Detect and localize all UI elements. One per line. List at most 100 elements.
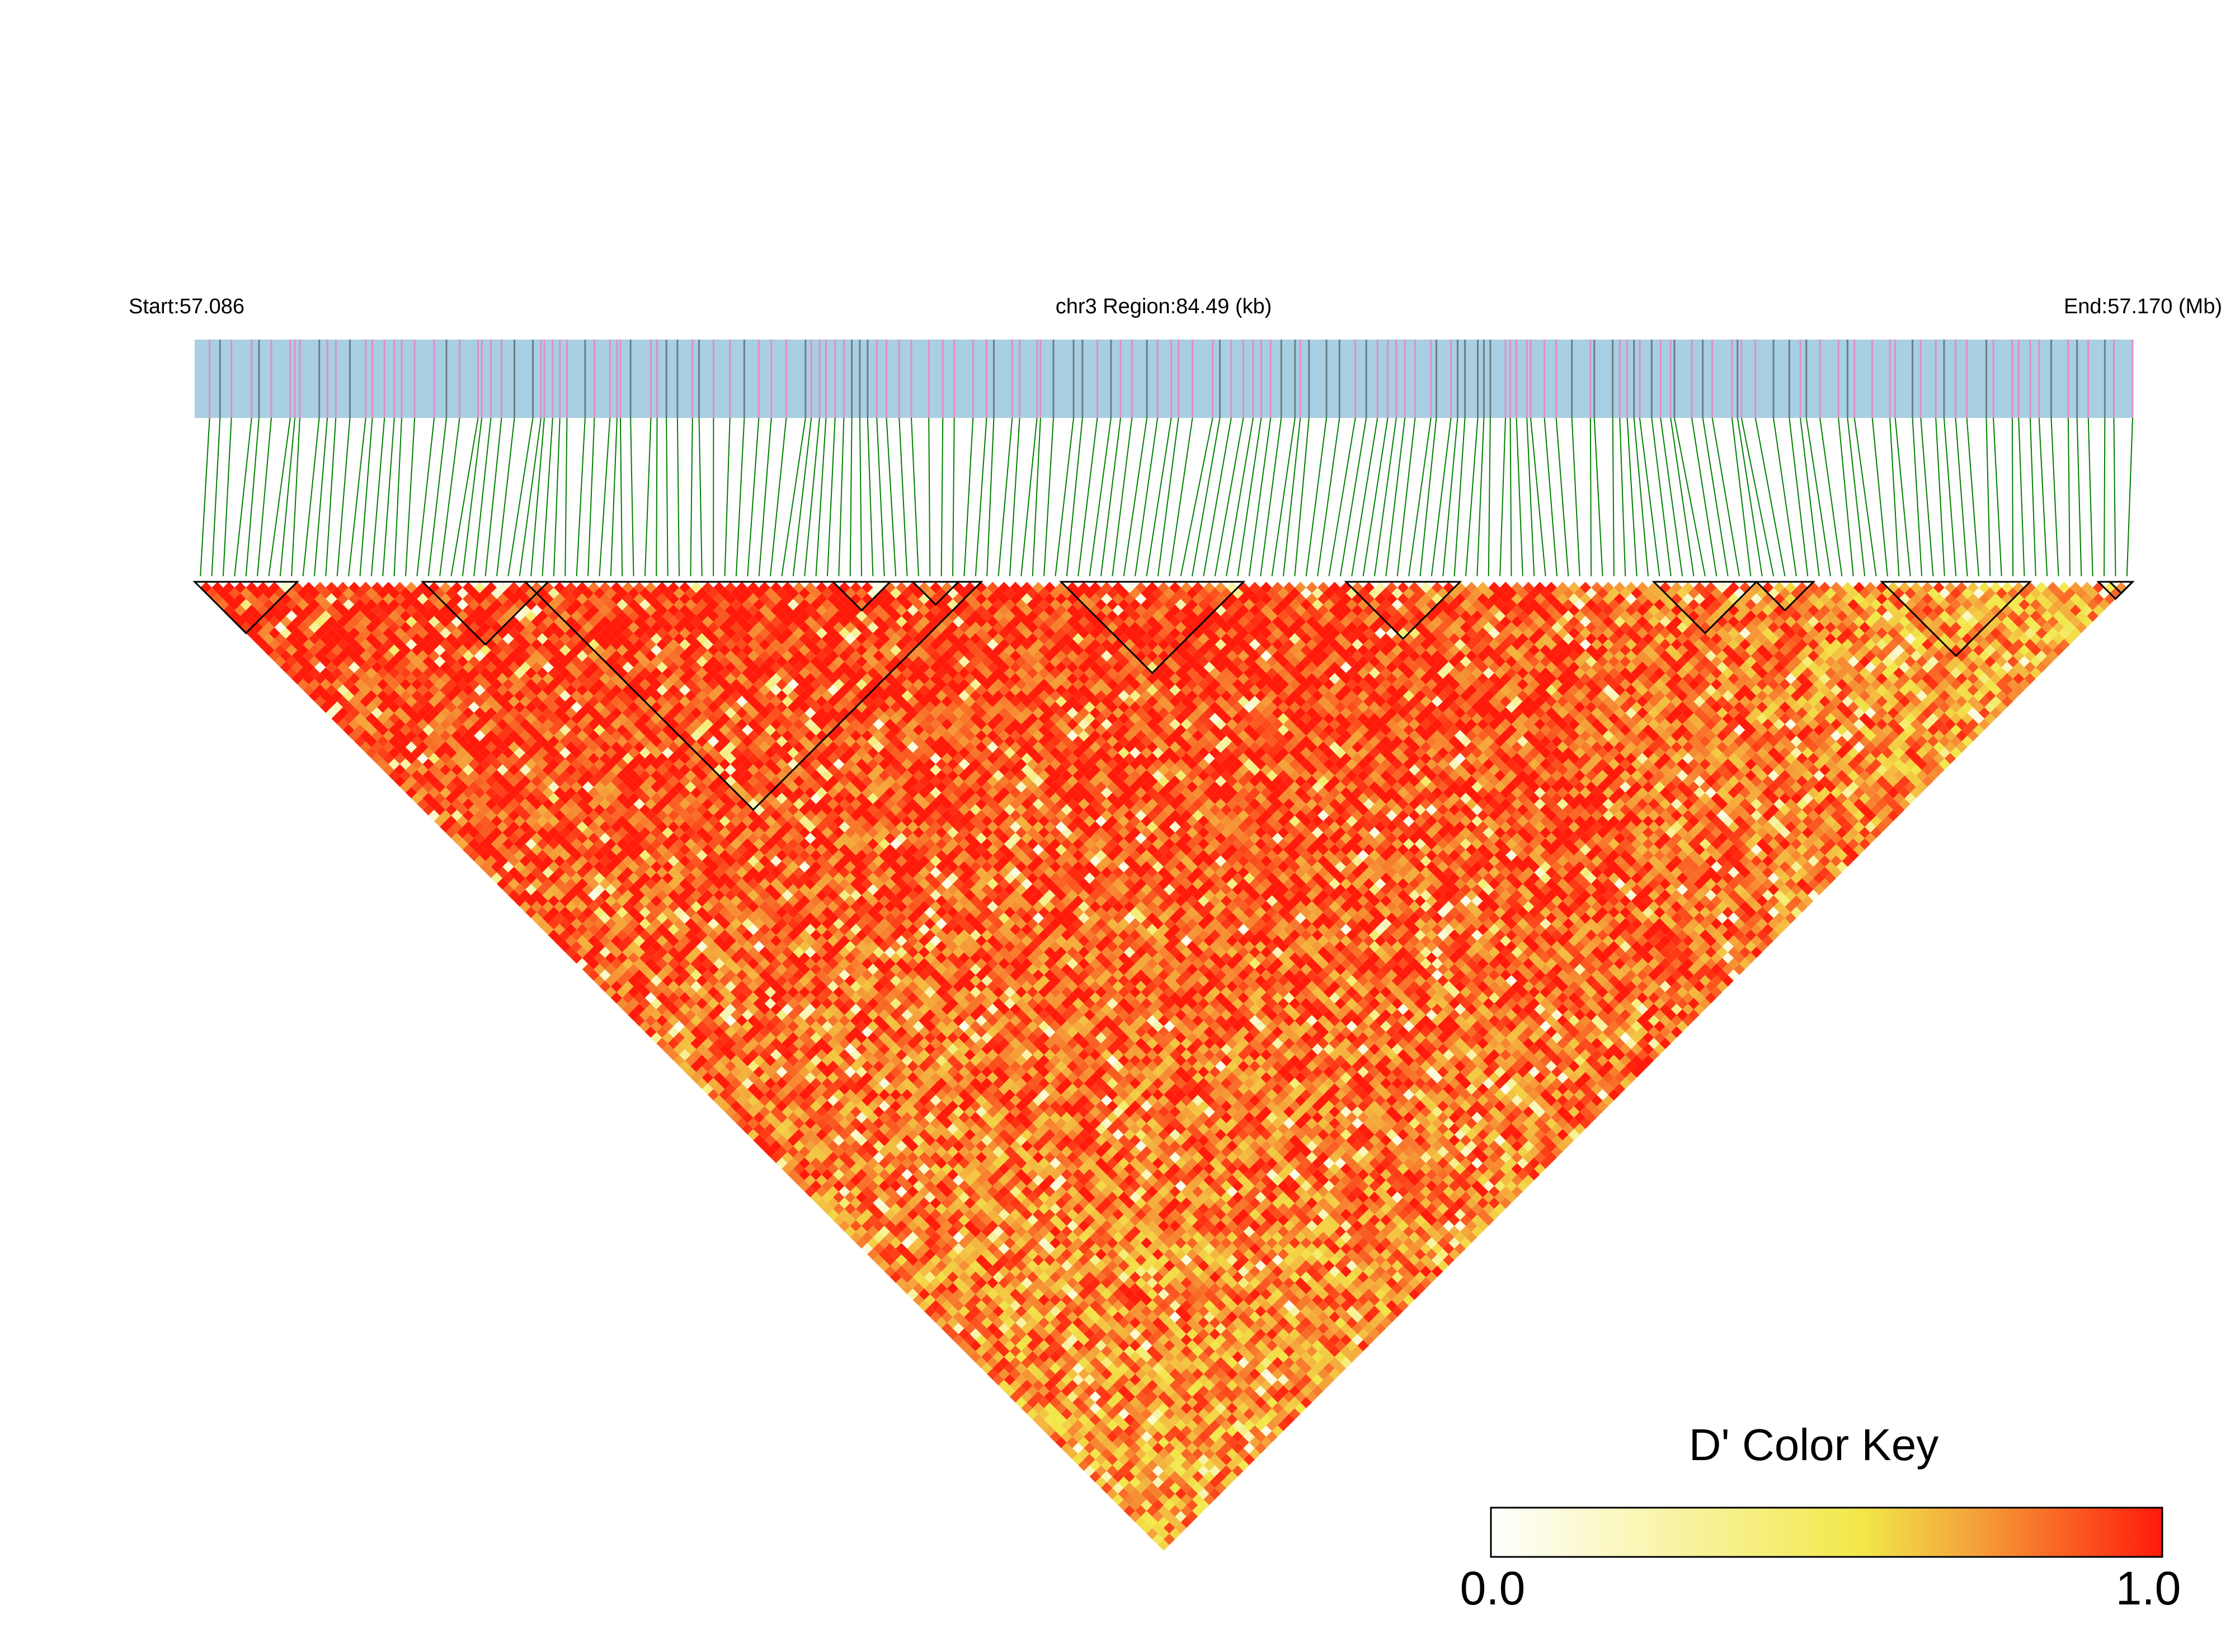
- snp-connector: [2087, 417, 2093, 577]
- ld-cell: [810, 1192, 822, 1203]
- ld-cell: [907, 1265, 919, 1277]
- snp-connector: [1673, 417, 1706, 577]
- snp-connector: [1993, 417, 2002, 577]
- snp-connector: [462, 417, 483, 577]
- snp-connector: [1639, 417, 1660, 577]
- snp-connector: [1853, 417, 1877, 577]
- ld-cell: [1015, 1396, 1027, 1409]
- ld-cell: [833, 1192, 845, 1203]
- ld-cell: [890, 1271, 902, 1283]
- ld-cell: [873, 1254, 884, 1266]
- ld-cell: [878, 1214, 890, 1226]
- ld-cell: [941, 1322, 953, 1334]
- ld-cell: [941, 1288, 953, 1300]
- ld-cell: [365, 713, 378, 724]
- ld-cell: [1015, 1385, 1027, 1397]
- ld-cell: [1004, 1340, 1016, 1352]
- ld-cell: [1072, 1419, 1084, 1432]
- ld-cell: [1129, 1488, 1141, 1500]
- ld-cell: [1021, 1391, 1033, 1403]
- ld-cell: [1050, 1431, 1061, 1443]
- snp-track-background: [195, 340, 2133, 418]
- snp-connector: [1626, 417, 1638, 577]
- snp-connector: [211, 417, 221, 577]
- snp-connector: [826, 417, 836, 577]
- ld-cell: [1066, 1425, 1079, 1437]
- snp-connector: [1453, 417, 1466, 577]
- snp-connector: [1112, 417, 1133, 577]
- ld-cell: [907, 1277, 919, 1289]
- snp-connector: [599, 417, 611, 577]
- ld-cell: [958, 1340, 970, 1352]
- snp-connector: [1651, 417, 1672, 577]
- ld-heatmap-triangle: [200, 582, 2127, 1551]
- snp-connector: [519, 417, 542, 577]
- snp-track: [195, 340, 2134, 418]
- ld-cell: [844, 1192, 856, 1203]
- snp-connector: [1328, 417, 1356, 577]
- ld-cell: [793, 1129, 805, 1141]
- ld-cell: [1055, 1437, 1067, 1448]
- ld-cell: [1095, 1431, 1107, 1443]
- snp-connector: [1100, 417, 1122, 577]
- ld-cell: [1044, 1380, 1056, 1391]
- ld-cell: [1135, 1471, 1147, 1482]
- ld-cell: [1066, 1414, 1079, 1425]
- ld-cell: [1055, 1402, 1067, 1414]
- snp-connector: [1009, 417, 1020, 577]
- ld-cell: [953, 1322, 964, 1334]
- ld-cell: [930, 1311, 942, 1323]
- ld-cell: [981, 1317, 993, 1329]
- ld-cell: [816, 1151, 827, 1164]
- ld-cell: [1123, 1505, 1136, 1517]
- ld-cell: [816, 1185, 827, 1198]
- ld-cell: [274, 656, 286, 667]
- ld-cell: [1078, 1459, 1090, 1471]
- ld-cell: [992, 1340, 1004, 1352]
- snp-connector: [1819, 417, 1843, 577]
- ld-cell: [1066, 1448, 1079, 1460]
- ld-cell: [565, 935, 577, 947]
- ld-cell: [1118, 1453, 1130, 1466]
- snp-connector: [1271, 417, 1296, 577]
- snp-connector: [1135, 417, 1159, 577]
- snp-connector: [610, 417, 618, 577]
- ld-cell: [964, 1334, 976, 1346]
- ld-cell: [862, 1220, 873, 1232]
- snp-connector: [564, 417, 568, 577]
- ld-cell: [1066, 1402, 1079, 1414]
- ld-cell: [798, 1157, 811, 1169]
- snp-connector: [542, 417, 553, 577]
- ld-cell: [827, 1197, 839, 1209]
- ld-cell: [1061, 1442, 1072, 1454]
- ld-cell: [1100, 1482, 1113, 1494]
- ld-cell: [873, 1231, 884, 1243]
- ld-cell: [793, 1140, 805, 1152]
- snp-connector: [1043, 417, 1054, 577]
- ld-cell: [930, 1265, 942, 1277]
- snp-connector: [986, 417, 995, 577]
- ld-cell: [1009, 1345, 1022, 1357]
- snp-connector: [1226, 417, 1254, 577]
- ld-cell: [1027, 1374, 1038, 1386]
- ld-cell: [804, 1174, 816, 1186]
- ld-cell: [975, 1322, 987, 1334]
- snp-connector: [1920, 417, 1934, 577]
- snp-connector: [963, 417, 974, 577]
- ld-cell: [1038, 1374, 1050, 1386]
- ld-cell: [1118, 1499, 1130, 1511]
- ld-cell: [833, 1180, 845, 1192]
- ld-cell: [1089, 1425, 1101, 1437]
- ld-cell: [816, 1197, 827, 1209]
- snp-connector: [234, 417, 252, 577]
- ld-cell: [839, 1185, 850, 1198]
- ld-cell: [1112, 1471, 1124, 1482]
- snp-connector: [1773, 417, 1797, 577]
- ld-cell: [1027, 1385, 1038, 1397]
- snp-connector: [302, 417, 320, 577]
- ld-cell: [1050, 1385, 1061, 1397]
- ld-cell: [833, 1214, 845, 1226]
- ld-cell: [821, 1157, 834, 1169]
- ld-cell: [491, 838, 503, 850]
